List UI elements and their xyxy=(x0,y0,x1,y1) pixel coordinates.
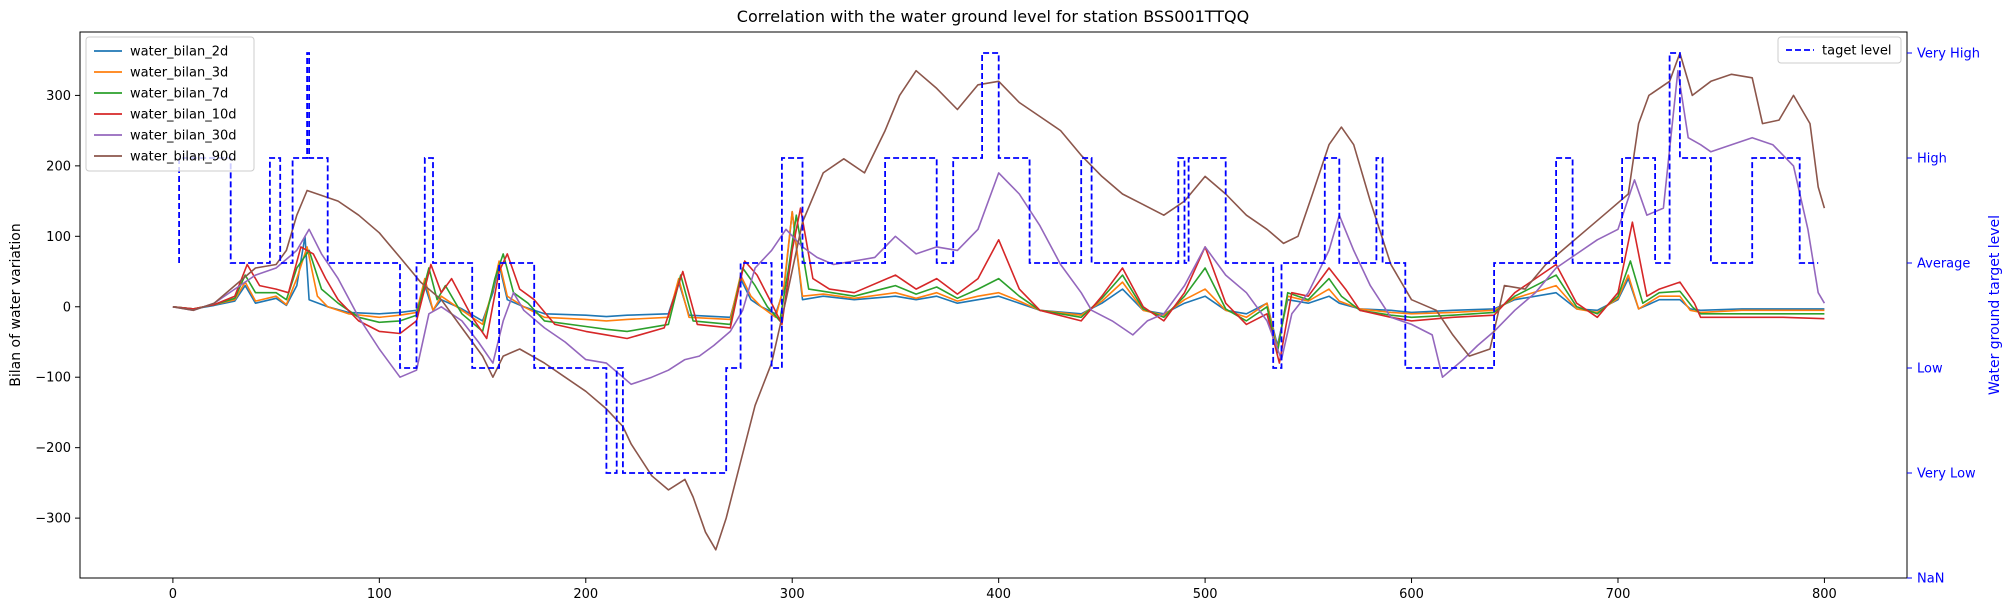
y-tick-label: −300 xyxy=(35,512,71,527)
y-tick-label: 0 xyxy=(63,300,71,315)
y2-tick-label: NaN xyxy=(1917,572,1944,587)
legend-right: taget level xyxy=(1777,36,1902,64)
y-tick-label: 300 xyxy=(46,89,71,104)
data-layer xyxy=(172,52,1826,551)
legend-label: water_bilan_90d xyxy=(130,150,237,165)
y2-tick-label: Average xyxy=(1917,257,1970,272)
series-line-water-bilan-2d xyxy=(172,210,1825,347)
y-tick-label: −200 xyxy=(35,441,71,456)
y-tick-label: 200 xyxy=(46,159,71,174)
series-line-water-bilan-3d xyxy=(172,210,1825,350)
legend-left: water_bilan_2d water_bilan_3d water_bilan_… xyxy=(85,36,255,172)
series-line-water-bilan-10d xyxy=(172,207,1825,364)
legend-left-frame xyxy=(85,36,255,172)
legend-label: water_bilan_2d xyxy=(130,45,228,60)
y2-tick-label: Low xyxy=(1917,362,1943,377)
y2-tick-label: Very High xyxy=(1917,47,1980,62)
plot-frame xyxy=(79,31,1908,579)
x-tick-label: 500 xyxy=(1193,587,1218,602)
y2-axis-title: Water ground target level xyxy=(1987,215,2003,395)
legend-label: water_bilan_30d xyxy=(130,129,237,144)
x-tick-label: 600 xyxy=(1399,587,1424,602)
x-tick-label: 300 xyxy=(780,587,805,602)
legend-label: water_bilan_10d xyxy=(130,108,237,123)
series-line-water-bilan-7d xyxy=(172,214,1825,354)
series-line-water-bilan-90d xyxy=(172,52,1826,551)
y-axis-right: NaN Very Low Low Average High Very High xyxy=(1907,47,1980,587)
x-tick-label: 100 xyxy=(367,587,392,602)
series-line-water-bilan-30d xyxy=(172,69,1826,386)
y-axis-title: Bilan of water variation xyxy=(8,223,24,386)
y-tick-label: 100 xyxy=(46,230,71,245)
y2-tick-label: High xyxy=(1917,152,1947,167)
x-axis: 0 100 200 300 400 500 600 700 800 xyxy=(169,578,1837,602)
legend-label: water_bilan_7d xyxy=(130,87,228,102)
target-level-line xyxy=(178,52,1819,474)
legend-label: water_bilan_3d xyxy=(130,66,228,81)
x-tick-label: 800 xyxy=(1812,587,1837,602)
chart-title: Correlation with the water ground level … xyxy=(737,7,1249,26)
x-tick-label: 400 xyxy=(986,587,1011,602)
x-tick-label: 0 xyxy=(169,587,177,602)
legend-label-target: taget level xyxy=(1822,44,1891,59)
y2-tick-label: Very Low xyxy=(1917,467,1976,482)
y-axis-left: −300 −200 −100 0 100 200 300 xyxy=(35,89,80,527)
legend-right-frame xyxy=(1777,36,1902,64)
x-tick-label: 200 xyxy=(573,587,598,602)
x-tick-label: 700 xyxy=(1606,587,1631,602)
y-tick-label: −100 xyxy=(35,371,71,386)
